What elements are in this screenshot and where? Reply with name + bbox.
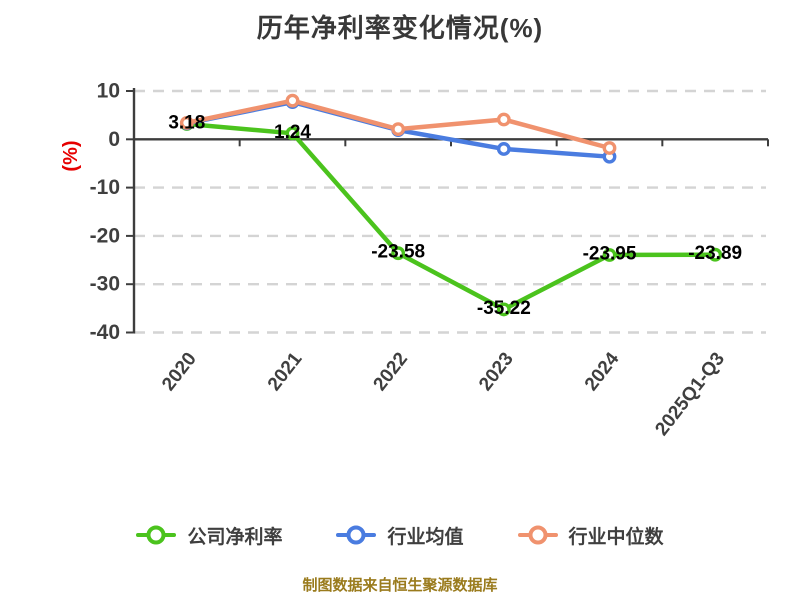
data-point-marker (391, 122, 406, 137)
x-tick-label: 2023 (475, 349, 518, 395)
data-point-marker (179, 115, 194, 130)
data-point-marker (496, 112, 511, 127)
series-line (184, 121, 718, 312)
y-tick-label: -40 (90, 321, 120, 344)
data-point-label: 1.24 (274, 122, 311, 143)
legend: 公司净利率 行业均值 行业中位数 (0, 517, 800, 553)
line-marker-icon (517, 525, 558, 545)
data-point-marker (496, 302, 511, 317)
data-point-marker (285, 93, 300, 108)
y-tick-label: -20 (90, 224, 120, 247)
data-point-label: -23.58 (371, 242, 425, 263)
data-point-marker (602, 141, 617, 155)
legend-dot (146, 525, 166, 545)
line-chart-plot: 10 0 -10 -20 -30 -40 2020 2021 2022 2023 2024 2025Q… (90, 80, 769, 440)
data-point-marker (602, 248, 617, 262)
legend-item-industry-mean[interactable]: 行业均值 (336, 522, 464, 549)
data-point-label: -23.95 (583, 243, 637, 264)
x-tick-label: 2020 (158, 349, 201, 395)
y-tick-label: -10 (90, 176, 120, 199)
data-point-label: -35.22 (477, 298, 531, 319)
x-tick-label: 2025Q1-Q3 (651, 349, 729, 440)
y-tick-label: -30 (90, 273, 120, 296)
legend-label: 公司净利率 (187, 526, 283, 548)
chart-title: 历年净利率变化情况(%) (256, 13, 544, 43)
line-marker-icon (136, 525, 177, 545)
x-tick-label: 2022 (370, 349, 413, 395)
legend-label: 行业均值 (387, 526, 464, 548)
y-tick-label: 10 (97, 80, 120, 103)
data-point-marker (496, 142, 511, 156)
line-marker-icon (336, 525, 377, 545)
data-point-label: 3.18 (168, 112, 205, 133)
legend-label: 行业中位数 (568, 526, 664, 548)
legend-item-industry-median[interactable]: 行业中位数 (517, 522, 664, 549)
x-tick-label: 2021 (264, 348, 307, 395)
data-point-label: -23.89 (688, 243, 742, 264)
data-point-marker (391, 246, 406, 261)
data-source-note: 制图数据来自恒生聚源数据库 (302, 577, 498, 594)
data-point-marker (285, 126, 300, 141)
legend-dot (528, 525, 547, 545)
y-tick-label: 0 (108, 128, 120, 151)
legend-dot (346, 525, 366, 545)
legend-item-company-net-margin[interactable]: 公司净利率 (136, 522, 282, 549)
x-tick-label: 2024 (581, 348, 624, 395)
data-point-marker (708, 247, 723, 262)
